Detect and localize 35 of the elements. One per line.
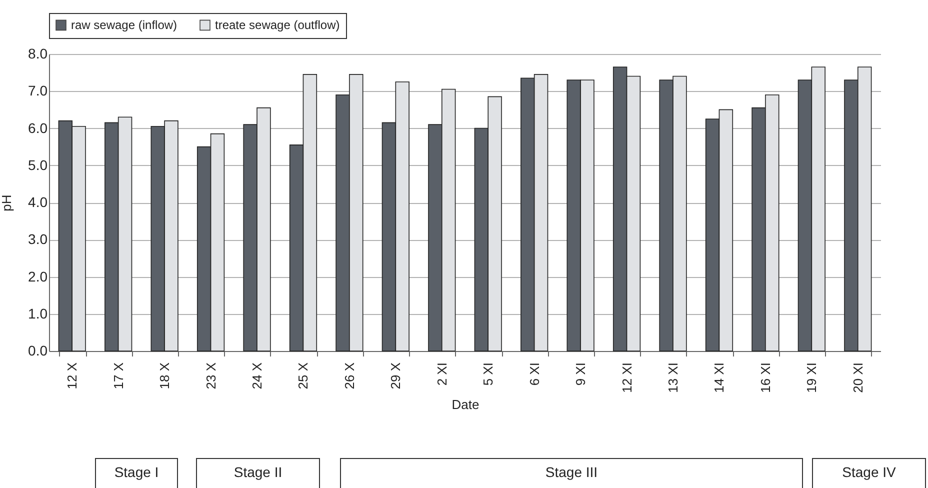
text: Stage IV (812, 458, 926, 488)
x-tick-label: 13 XI (666, 362, 680, 393)
x-tick-label: 18 X (157, 362, 172, 390)
x-tick-label: 25 X (296, 362, 311, 390)
legend-label: raw sewage (inflow) (71, 18, 178, 32)
x-axis-title: Date (452, 396, 480, 412)
x-tick-label: 14 XI (712, 362, 727, 393)
x-tick-label: 16 XI (758, 362, 773, 393)
x-tick-label: 6 XI (526, 362, 542, 386)
x-tick-label: 2 XI (434, 362, 450, 386)
x-tick-label: 9 XI (573, 362, 588, 386)
y-tick-label: 4.0 (28, 194, 48, 210)
x-tick-label: 29 X (388, 362, 404, 390)
x-tick-label: 20 XI (850, 362, 866, 393)
text: Stage I (95, 458, 178, 488)
text: Stage III (340, 458, 803, 488)
x-tick-label: 12 XI (619, 362, 634, 393)
y-tick-label: 6.0 (28, 120, 48, 136)
y-tick-label: 5.0 (28, 156, 48, 173)
x-tick-label: 19 XI (804, 362, 820, 393)
y-tick-label: 7.0 (28, 82, 48, 99)
y-axis-title: pH (0, 194, 14, 212)
y-tick-label: 0.0 (28, 342, 48, 358)
x-tick-label: 17 X (110, 362, 126, 390)
x-tick-label: 26 X (342, 362, 357, 390)
y-tick-label: 3.0 (28, 231, 48, 248)
x-tick-label: 12 X (64, 362, 80, 390)
y-tick-label: 1.0 (28, 305, 48, 322)
y-tick-label: 8.0 (28, 46, 48, 62)
x-tick-label: 5 XI (480, 362, 496, 386)
legend-label: treate sewage (outflow) (215, 18, 340, 32)
y-tick-label: 2.0 (28, 268, 48, 284)
x-tick-label: 23 X (203, 362, 218, 390)
text: Stage II (196, 458, 320, 488)
x-tick-label: 24 X (250, 362, 264, 390)
